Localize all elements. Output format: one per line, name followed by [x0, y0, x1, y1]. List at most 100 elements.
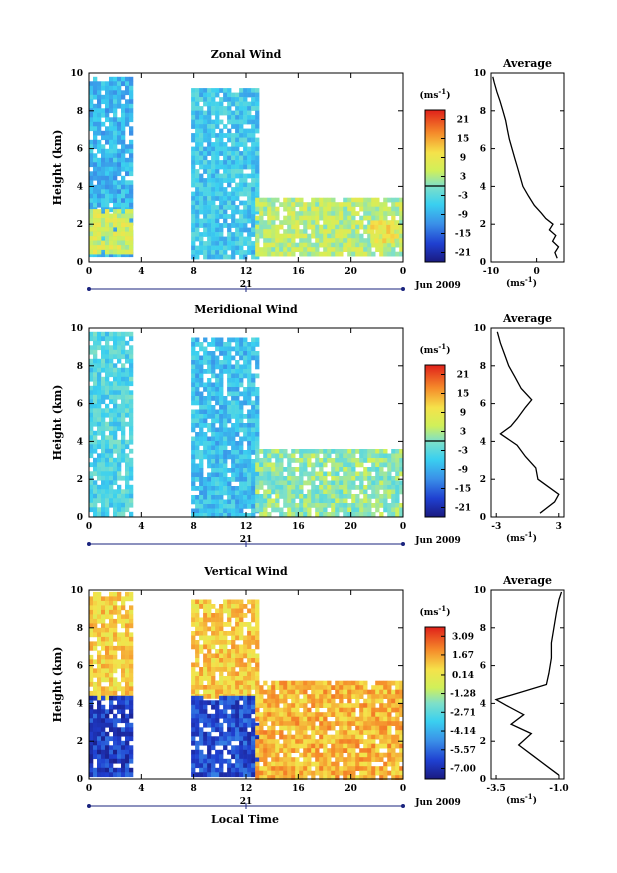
heatmap-cell [215, 436, 220, 442]
heatmap-cell [315, 752, 320, 758]
heatmap-cell [395, 489, 400, 495]
heatmap-cell [125, 466, 130, 472]
heatmap-cell [199, 617, 204, 623]
heatmap-cell [231, 209, 236, 215]
heatmap-cell [239, 486, 244, 491]
heatmap-cell [109, 408, 114, 414]
heatmap-cell [327, 770, 332, 776]
heatmap-cell [263, 766, 268, 771]
heatmap-cell [275, 494, 280, 499]
heatmap-cell [207, 405, 212, 410]
heatmap-cell [109, 126, 114, 132]
heatmap-cell [93, 645, 98, 651]
heatmap-cell [97, 475, 102, 481]
heatmap-cell [371, 215, 376, 221]
heatmap-cell [395, 471, 400, 477]
heatmap-cell [101, 695, 106, 701]
heatmap-cell [247, 106, 252, 111]
heatmap-cell [223, 745, 228, 751]
heatmap-cell [109, 222, 114, 228]
heatmap-cell [97, 745, 102, 751]
heatmap-cell [231, 689, 236, 695]
heatmap-cell [113, 677, 118, 683]
heatmap-cell [203, 617, 208, 623]
heatmap-cell [89, 99, 94, 105]
heatmap-cell [89, 121, 94, 127]
heatmap-cell [211, 490, 216, 496]
heatmap-cell [199, 423, 204, 428]
heatmap-cell [323, 224, 328, 230]
heatmap-cell [215, 662, 220, 668]
heatmap-cell [117, 641, 122, 647]
heatmap-cell [195, 695, 200, 701]
heatmap-cell [227, 196, 232, 201]
heatmap-cell [195, 644, 200, 650]
heatmap-cell [303, 242, 308, 248]
heatmap-cell [351, 716, 356, 722]
heatmap-cell [109, 663, 114, 669]
heatmap-cell [235, 391, 240, 397]
heatmap-cell [195, 613, 200, 618]
heatmap-cell [339, 698, 344, 704]
heatmap-cell [93, 489, 98, 495]
heatmap-cell [355, 462, 360, 468]
heatmap-cell [121, 245, 126, 250]
heatmap-cell [105, 659, 110, 665]
heatmap-cell [243, 209, 248, 215]
colorbar-unit: (ms-1) [420, 604, 451, 618]
heatmap-cell [243, 346, 248, 352]
heatmap-cell [227, 454, 232, 460]
heatmap-cell [335, 712, 340, 717]
heatmap-cell [315, 494, 320, 499]
heatmap-cell [239, 676, 244, 681]
heatmap-cell [109, 349, 114, 355]
heatmap-cell [343, 748, 348, 753]
heatmap-cell [207, 355, 212, 361]
heatmap-cell [105, 193, 110, 199]
heatmap-cell [383, 752, 388, 758]
heatmap-cell [97, 112, 102, 118]
heatmap-cell [199, 418, 204, 424]
heatmap-cell [125, 453, 130, 459]
heatmap-cell [191, 133, 196, 138]
heatmap-cell [307, 725, 312, 731]
heatmap-cell [219, 236, 224, 242]
heatmap-cell [199, 115, 204, 120]
heatmap-cell [211, 767, 216, 773]
heatmap-cell [287, 721, 292, 726]
heatmap-cell [203, 613, 208, 618]
heatmap-cell [279, 757, 284, 762]
heatmap-cell [351, 202, 356, 207]
heatmap-cell [287, 211, 292, 216]
heatmap-cell [97, 85, 102, 91]
heatmap-cell [89, 618, 94, 624]
heatmap-cell [395, 725, 400, 731]
heatmap-cell [93, 605, 98, 611]
heatmap-cell [291, 480, 296, 486]
heatmap-cell [367, 494, 372, 499]
heatmap-cell [129, 376, 134, 382]
heatmap-cell [279, 507, 284, 513]
heatmap-cell [235, 477, 240, 482]
heatmap-cell [227, 695, 232, 701]
heatmap-cell [219, 137, 224, 143]
heatmap-cell [93, 90, 98, 96]
heatmap-cell [251, 617, 256, 623]
heatmap-cell [109, 484, 114, 490]
heatmap-cell [243, 387, 248, 392]
heatmap-cell [109, 426, 114, 432]
heatmap-cell [243, 463, 248, 469]
heatmap-cell [255, 423, 260, 428]
heatmap-cell [211, 218, 216, 224]
heatmap-cell [113, 139, 118, 145]
heatmap-cell [199, 481, 204, 487]
heatmap-cell [311, 703, 316, 708]
heatmap-cell [287, 703, 292, 708]
heatmap-cell [367, 485, 372, 490]
heatmap-cell [105, 99, 110, 105]
heatmap-cell [223, 704, 228, 710]
heatmap-cell [335, 471, 340, 477]
heatmap-cell [125, 713, 130, 719]
heatmap-cell [319, 494, 324, 499]
heatmap-cell [399, 748, 404, 753]
